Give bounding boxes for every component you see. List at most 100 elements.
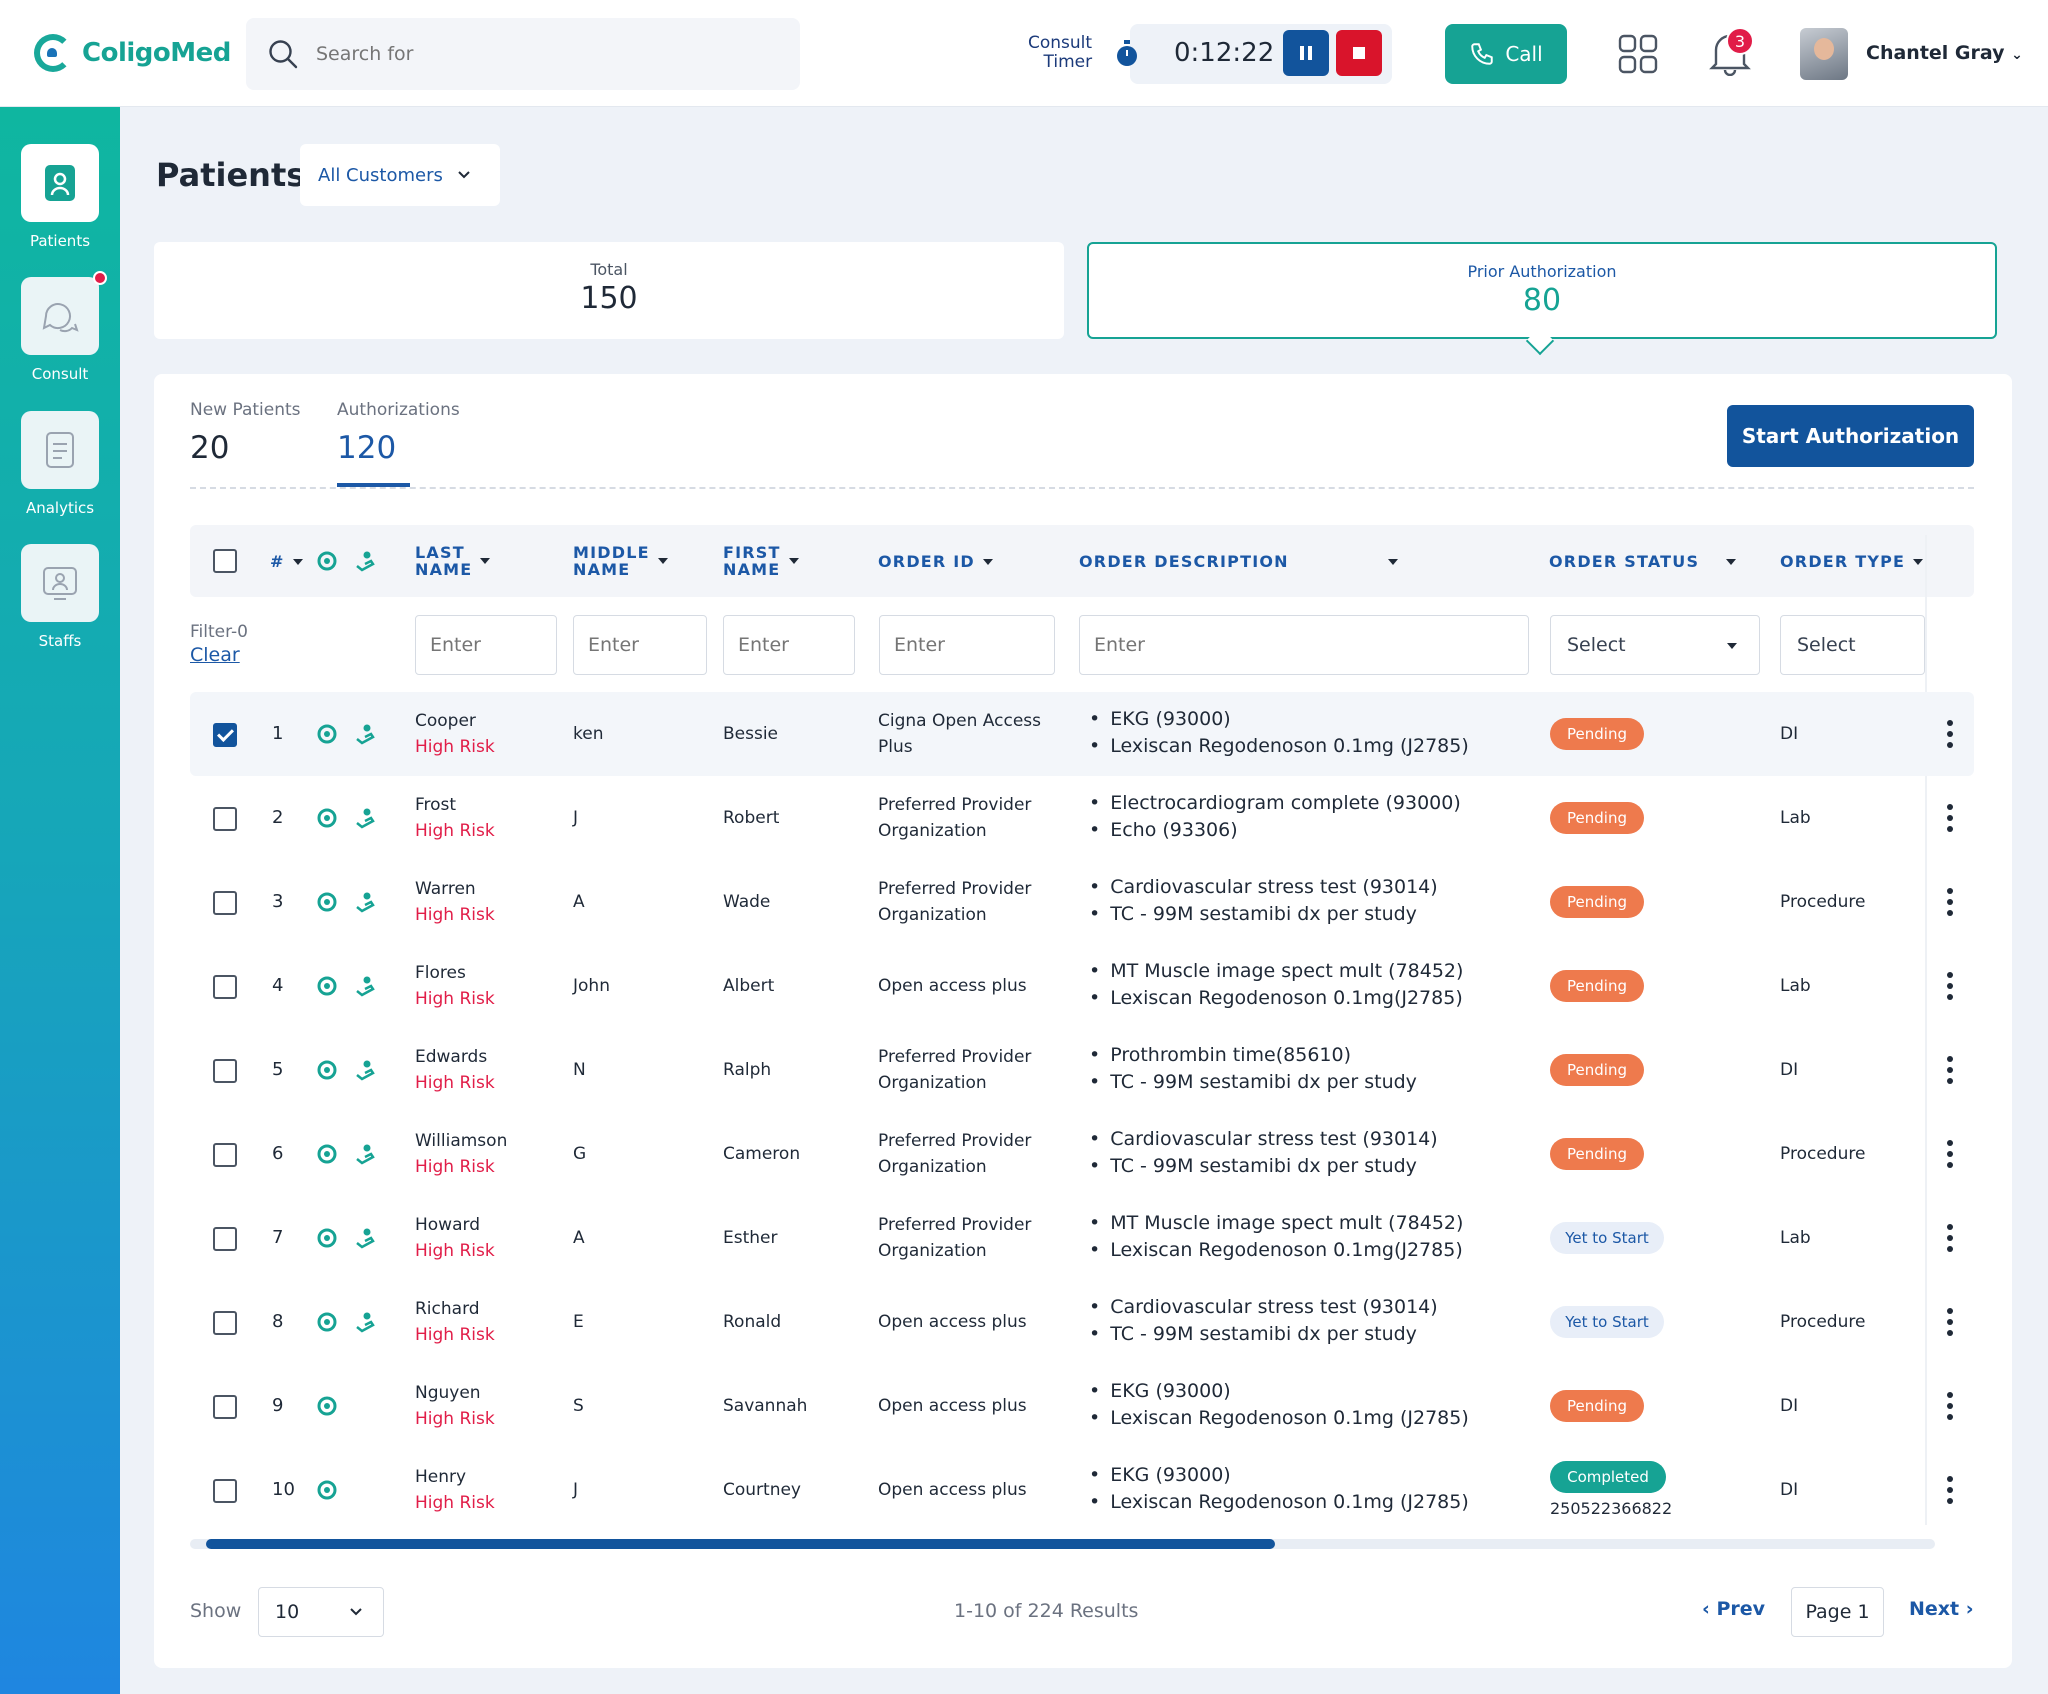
coligo-icon[interactable] xyxy=(316,1227,338,1249)
total-stat-card[interactable]: Total 150 xyxy=(154,242,1064,339)
doctor-icon[interactable] xyxy=(354,723,376,745)
row-checkbox[interactable] xyxy=(213,1395,237,1419)
last-name: Nguyen xyxy=(415,1383,481,1403)
user-menu[interactable]: Chantel Gray ⌄ xyxy=(1866,42,2023,64)
coligo-icon[interactable] xyxy=(316,891,338,913)
coligo-icon[interactable] xyxy=(316,807,338,829)
more-options-icon[interactable] xyxy=(1947,719,1953,749)
more-options-icon[interactable] xyxy=(1947,1391,1953,1421)
more-options-icon[interactable] xyxy=(1947,1055,1953,1085)
sort-caret-icon[interactable] xyxy=(1388,559,1398,565)
risk-label: High Risk xyxy=(415,821,495,841)
table-row[interactable]: 4 Flores High Risk John Albert Open access pl… xyxy=(190,944,1974,1028)
tab-authorizations[interactable]: Authorizations 120 xyxy=(337,400,460,466)
doctor-icon[interactable] xyxy=(354,1311,376,1333)
page-size-select[interactable]: 10 xyxy=(258,1587,384,1637)
coligo-icon[interactable] xyxy=(316,1143,338,1165)
next-page-button[interactable]: Next › xyxy=(1909,1598,1974,1620)
current-page[interactable]: Page 1 xyxy=(1791,1587,1884,1637)
table-row[interactable]: 1 Cooper High Risk ken Bessie Cigna Open Acce… xyxy=(190,692,1974,776)
search-input[interactable] xyxy=(316,43,716,65)
order-id-filter[interactable] xyxy=(879,615,1055,675)
row-checkbox[interactable] xyxy=(213,1311,237,1335)
last-name-filter[interactable] xyxy=(415,615,557,675)
doctor-icon[interactable] xyxy=(354,1227,376,1249)
sidebar-item-staffs[interactable]: Staffs xyxy=(21,544,99,650)
tab-new-patients[interactable]: New Patients 20 xyxy=(190,400,301,466)
first-name-filter[interactable] xyxy=(723,615,855,675)
doctor-icon[interactable] xyxy=(354,1059,376,1081)
more-options-icon[interactable] xyxy=(1947,1223,1953,1253)
coligo-icon[interactable] xyxy=(316,1059,338,1081)
coligo-icon[interactable] xyxy=(316,1395,338,1417)
column-header-order-id[interactable]: ORDER ID xyxy=(878,553,993,570)
column-header-last-name[interactable]: LAST NAME xyxy=(415,544,491,578)
scrollbar-thumb[interactable] xyxy=(206,1539,1275,1549)
coligo-icon[interactable] xyxy=(316,1311,338,1333)
risk-label: High Risk xyxy=(415,737,495,757)
last-name-cell: Flores High Risk xyxy=(415,960,495,1012)
row-checkbox[interactable] xyxy=(213,1479,237,1503)
column-header-middle-name[interactable]: MIDDLE NAME xyxy=(573,544,668,578)
table-row[interactable]: 7 Howard High Risk A Esther Preferred Provide… xyxy=(190,1196,1974,1280)
coligo-icon[interactable] xyxy=(316,975,338,997)
middle-name: G xyxy=(573,1144,587,1164)
clear-filters-link[interactable]: Clear xyxy=(190,644,240,666)
apps-grid-icon[interactable] xyxy=(1618,34,1658,74)
more-options-icon[interactable] xyxy=(1947,971,1953,1001)
row-checkbox[interactable] xyxy=(213,807,237,831)
row-checkbox[interactable] xyxy=(213,1059,237,1083)
doctor-icon[interactable] xyxy=(354,891,376,913)
column-header-order-type[interactable]: ORDER TYPE xyxy=(1780,553,1924,570)
order-status-filter[interactable]: Select xyxy=(1550,615,1760,675)
prior-authorization-card[interactable]: Prior Authorization 80 xyxy=(1087,242,1997,339)
first-name: Courtney xyxy=(723,1480,801,1500)
row-checkbox[interactable] xyxy=(213,723,237,747)
start-authorization-button[interactable]: Start Authorization xyxy=(1727,405,1974,467)
sidebar-item-consult[interactable]: Consult xyxy=(21,271,107,383)
table-row[interactable]: 9 Nguyen High Risk S Savannah Open access plu… xyxy=(190,1364,1974,1448)
row-checkbox[interactable] xyxy=(213,1227,237,1251)
doctor-icon[interactable] xyxy=(354,975,376,997)
row-checkbox[interactable] xyxy=(213,975,237,999)
table-row[interactable]: 6 Williamson High Risk G Cameron Preferred Pr… xyxy=(190,1112,1974,1196)
pause-timer-button[interactable] xyxy=(1283,30,1329,76)
logo[interactable]: ColigoMed xyxy=(34,34,231,72)
prev-page-button[interactable]: ‹ Prev xyxy=(1702,1598,1765,1620)
middle-name-filter[interactable] xyxy=(573,615,707,675)
table-row[interactable]: 8 Richard High Risk E Ronald Open access plus… xyxy=(190,1280,1974,1364)
table-row[interactable]: 10 Henry High Risk J Courtney Open access plu… xyxy=(190,1448,1974,1532)
sidebar-item-analytics[interactable]: Analytics xyxy=(21,411,99,517)
select-all-checkbox[interactable] xyxy=(213,549,237,573)
customer-filter-select[interactable]: All Customers xyxy=(300,144,500,206)
sort-caret-icon xyxy=(480,558,491,564)
stop-timer-button[interactable] xyxy=(1336,30,1382,76)
avatar[interactable] xyxy=(1800,28,1848,80)
table-row[interactable]: 2 Frost High Risk J Robert Preferred Provider… xyxy=(190,776,1974,860)
coligo-icon[interactable] xyxy=(316,1479,338,1501)
search-bar[interactable] xyxy=(246,18,800,90)
doctor-icon[interactable] xyxy=(354,1143,376,1165)
table-row[interactable]: 3 Warren High Risk A Wade Preferred Provider O… xyxy=(190,860,1974,944)
order-type-filter[interactable]: Select xyxy=(1780,615,1925,675)
sort-caret-icon[interactable] xyxy=(1726,559,1736,565)
more-options-icon[interactable] xyxy=(1947,1139,1953,1169)
sidebar-item-patients[interactable]: Patients xyxy=(21,144,99,250)
doctor-icon[interactable] xyxy=(354,807,376,829)
row-checkbox[interactable] xyxy=(213,891,237,915)
more-options-icon[interactable] xyxy=(1947,803,1953,833)
more-options-icon[interactable] xyxy=(1947,1475,1953,1505)
column-header-order-description[interactable]: ORDER DESCRIPTION xyxy=(1079,553,1289,570)
column-header-number[interactable]: # xyxy=(270,553,303,570)
horizontal-scrollbar[interactable] xyxy=(190,1539,1935,1549)
order-description-filter[interactable] xyxy=(1079,615,1529,675)
table-row[interactable]: 5 Edwards High Risk N Ralph Preferred Provide… xyxy=(190,1028,1974,1112)
more-options-icon[interactable] xyxy=(1947,1307,1953,1337)
column-header-first-name[interactable]: FIRST NAME xyxy=(723,544,799,578)
coligo-icon[interactable] xyxy=(316,723,338,745)
column-header-order-status[interactable]: ORDER STATUS xyxy=(1549,553,1699,570)
more-options-icon[interactable] xyxy=(1947,887,1953,917)
row-checkbox[interactable] xyxy=(213,1143,237,1167)
authorizations-label: Authorizations xyxy=(337,400,460,420)
call-button[interactable]: Call xyxy=(1445,24,1567,84)
